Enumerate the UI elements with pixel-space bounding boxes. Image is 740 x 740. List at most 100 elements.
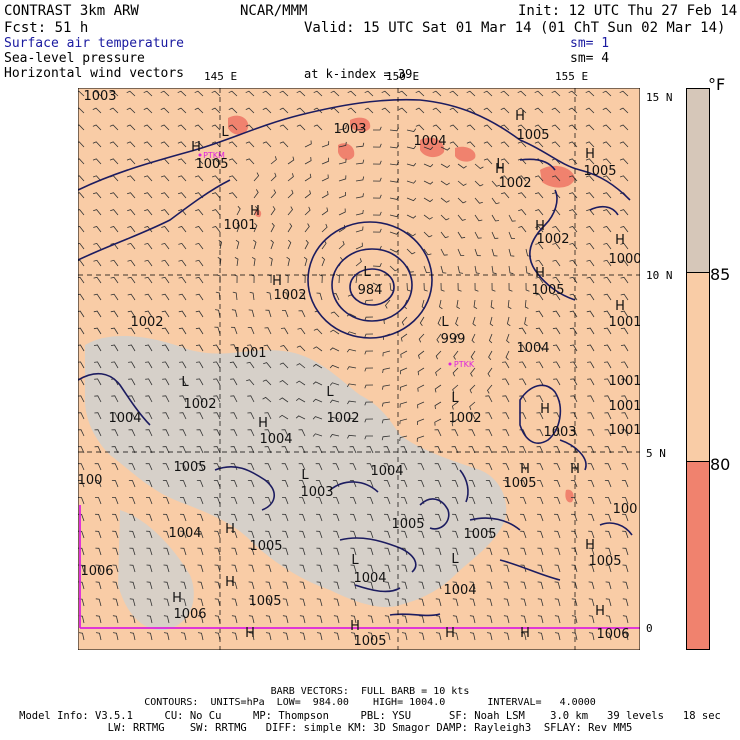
lon-label: 155 E: [555, 70, 589, 83]
station-marker: [448, 362, 452, 366]
lon-label: 150 E: [386, 70, 420, 83]
pressure-label: 984: [358, 283, 383, 298]
footer-contour-info: CONTOURS: UNITS=hPa LOW= 984.00 HIGH= 10…: [144, 697, 596, 708]
pressure-label: 1000: [608, 252, 640, 267]
pressure-label: 1005: [516, 128, 549, 143]
pressure-label: 1005: [353, 634, 386, 649]
pressure-label: 1001: [608, 399, 640, 414]
low-pressure-marker: L: [496, 157, 504, 172]
field-wind: Horizontal wind vectors: [4, 66, 185, 81]
pressure-contours: [78, 98, 633, 617]
pressure-label: 1004: [168, 526, 201, 541]
cloud-region: [85, 335, 507, 608]
low-pressure-marker: L: [326, 385, 334, 400]
lat-label: 10 N: [646, 269, 673, 282]
pressure-label: 1006: [173, 607, 206, 622]
pressure-label: 1005: [588, 554, 621, 569]
pressure-label: 1002: [273, 288, 306, 303]
low-pressure-marker: L: [363, 265, 371, 280]
pressure-label: 1001: [608, 315, 640, 330]
pressure-label: 1005: [391, 517, 424, 532]
pressure-label: 1002: [183, 397, 216, 412]
valid-time: Valid: 15 UTC Sat 01 Mar 14 (01 ChT Sun …: [304, 20, 726, 36]
legend-label-85: 85: [710, 265, 731, 284]
lat-lon-grid: [78, 88, 640, 650]
pressure-label: 1002: [498, 176, 531, 191]
lat-label: 15 N: [646, 91, 673, 104]
footer-model-info: Model Info: V3.5.1 CU: No Cu MP: Thompso…: [19, 710, 721, 722]
low-pressure-marker: L: [181, 375, 189, 390]
high-pressure-marker: H: [520, 626, 530, 641]
low-pressure-marker: L: [301, 468, 309, 483]
domain-boundary: [79, 505, 640, 629]
k-index-label: at k-index = 39: [304, 67, 413, 81]
pressure-label: 1006: [596, 627, 629, 642]
high-pressure-marker: H: [350, 619, 360, 634]
pressure-label: 1004: [413, 134, 446, 149]
temperature-legend: [686, 88, 710, 650]
pressure-label: 1004: [443, 583, 476, 598]
high-pressure-marker: H: [570, 462, 580, 477]
legend-band-above-85: [687, 89, 709, 272]
pressure-label: 100: [78, 473, 102, 488]
pressure-label: 1004: [370, 464, 403, 479]
high-pressure-marker: H: [172, 591, 182, 606]
pressure-label: 999: [441, 332, 466, 347]
pressure-label: 1002: [130, 315, 163, 330]
high-pressure-marker: H: [585, 147, 595, 162]
high-pressure-marker: H: [615, 299, 625, 314]
pressure-label: 1001: [608, 374, 640, 389]
low-pressure-marker: L: [351, 553, 359, 568]
pressure-label: 1002: [326, 411, 359, 426]
lat-label: 0: [646, 622, 653, 635]
high-pressure-marker: H: [495, 162, 505, 177]
pressure-label: 1004: [353, 571, 386, 586]
pressure-label: 100: [613, 502, 638, 517]
init-time: Init: 12 UTC Thu 27 Feb 14: [518, 3, 738, 19]
pressure-label: 1002: [448, 411, 481, 426]
weather-map: 1003 1005 1003 1004 1005 1005 1002 1001 1002 1000…: [77, 87, 641, 651]
pressure-label: 1005: [248, 594, 281, 609]
pressure-label: 1004: [108, 411, 141, 426]
pressure-label: 1003: [300, 485, 333, 500]
warm-patch: [455, 146, 476, 162]
high-pressure-marker: H: [250, 204, 260, 219]
station-label: PTKM: [203, 151, 225, 160]
cloud-region: [118, 510, 194, 631]
warm-patch: [228, 115, 249, 135]
pressure-label: 1005: [249, 539, 282, 554]
pressure-label: 1004: [259, 432, 292, 447]
low-pressure-marker: L: [221, 125, 229, 140]
low-pressure-marker: L: [441, 315, 449, 330]
high-pressure-marker: H: [515, 109, 525, 124]
pressure-label: 1001: [608, 423, 640, 438]
footer-physics-info: LW: RRTMG SW: RRTMG DIFF: simple KM: 3D …: [107, 722, 633, 734]
smoothing-2: sm= 4: [570, 51, 610, 66]
pressure-label: 1004: [516, 341, 549, 356]
map-labels: 1003 1005 1003 1004 1005 1005 1002 1001 1002 1000…: [78, 89, 640, 649]
high-pressure-marker: H: [535, 266, 545, 281]
pressure-label: 1005: [503, 476, 536, 491]
legend-unit: °F: [708, 75, 726, 94]
high-pressure-marker: H: [272, 274, 282, 289]
smoothing-1: sm= 1: [570, 36, 610, 51]
high-pressure-marker: H: [520, 462, 530, 477]
high-pressure-marker: H: [191, 140, 201, 155]
legend-band-below-80: [687, 462, 709, 649]
lat-label: 5 N: [646, 447, 666, 460]
field-temperature: Surface air temperature: [4, 36, 185, 51]
pressure-label: 1005: [463, 527, 496, 542]
low-pressure-marker: L: [451, 552, 459, 567]
pressure-label: 1003: [333, 122, 366, 137]
legend-band-80-85: [687, 272, 709, 462]
pressure-label: 1003: [83, 89, 116, 104]
high-pressure-marker: H: [540, 402, 550, 417]
pressure-label: 1005: [583, 164, 616, 179]
high-pressure-marker: H: [225, 522, 235, 537]
model-title: CONTRAST 3km ARW: [4, 3, 139, 19]
org-label: NCAR/MMM: [240, 3, 308, 19]
high-pressure-marker: H: [535, 219, 545, 234]
pressure-label: 1006: [80, 564, 113, 579]
pressure-label: 1005: [173, 460, 206, 475]
wind-barbs: [78, 90, 629, 641]
